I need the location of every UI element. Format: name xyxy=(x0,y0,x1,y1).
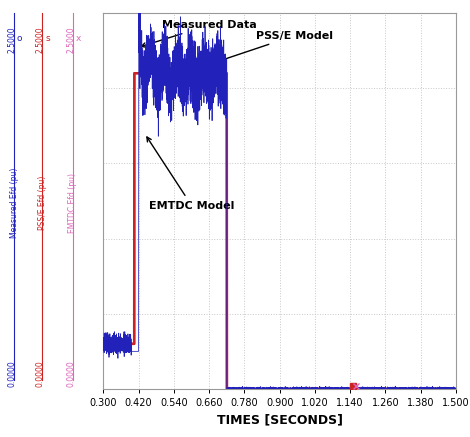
X-axis label: TIMES [SECONDS]: TIMES [SECONDS] xyxy=(217,413,343,427)
Text: Measured Efd (pu): Measured Efd (pu) xyxy=(9,168,19,239)
Text: 2.5000: 2.5000 xyxy=(7,26,16,52)
Text: PSS/E Efd (pu): PSS/E Efd (pu) xyxy=(38,176,47,230)
Text: x: x xyxy=(76,34,81,42)
Text: EMTDC Model: EMTDC Model xyxy=(147,137,235,211)
Text: 0.0000: 0.0000 xyxy=(7,360,16,387)
Text: o: o xyxy=(17,34,23,42)
Text: Measured Data: Measured Data xyxy=(141,20,257,47)
Text: 0.0000: 0.0000 xyxy=(66,360,75,387)
Text: 2.5000: 2.5000 xyxy=(66,26,75,52)
Text: s: s xyxy=(46,34,50,42)
Text: 2.5000: 2.5000 xyxy=(35,26,45,52)
Text: EMTDC Efd (pu): EMTDC Efd (pu) xyxy=(68,173,78,233)
Text: PSS/E Model: PSS/E Model xyxy=(196,31,333,69)
Text: 0.0000: 0.0000 xyxy=(35,360,45,387)
